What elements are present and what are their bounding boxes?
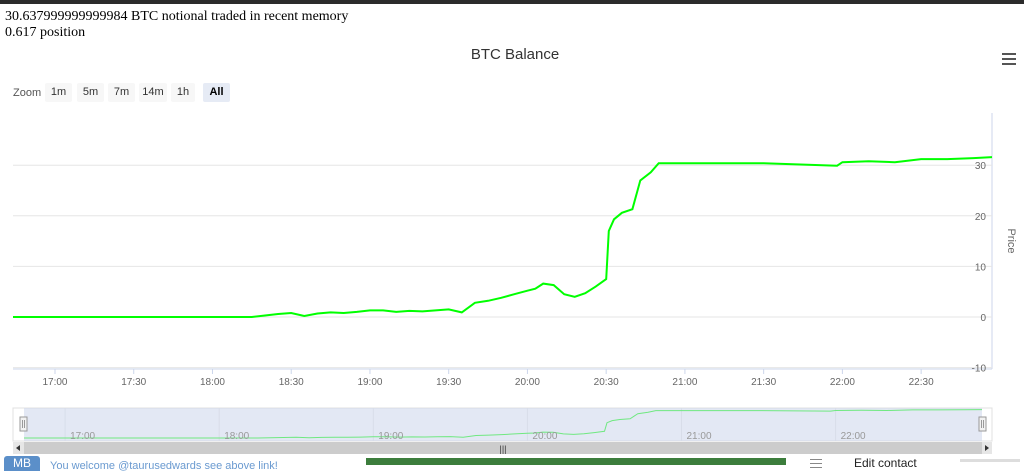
navigator-handle-right[interactable] xyxy=(978,416,987,432)
navigator-selection[interactable] xyxy=(24,408,982,441)
navigator-tick-label: 20:00 xyxy=(532,431,557,442)
x-tick-label: 22:30 xyxy=(909,377,934,388)
x-tick-label: 18:30 xyxy=(279,377,304,388)
x-tick-label: 20:30 xyxy=(594,377,619,388)
zoom-button-all[interactable]: All xyxy=(203,83,230,102)
scrollbar-thumb[interactable] xyxy=(24,442,982,454)
footer-status-bar xyxy=(960,459,1020,462)
zoom-button-1h[interactable]: 1h xyxy=(171,83,195,102)
scrollbar-left-arrow[interactable] xyxy=(13,442,24,454)
x-tick-label: 21:00 xyxy=(672,377,697,388)
avatar[interactable]: MB xyxy=(4,456,40,471)
window-top-bar xyxy=(0,0,1024,4)
x-tick-label: 21:30 xyxy=(751,377,776,388)
x-tick-label: 18:00 xyxy=(200,377,225,388)
x-tick-label: 17:00 xyxy=(42,377,67,388)
zoom-button-7m[interactable]: 7m xyxy=(108,83,135,102)
y-tick-label: -10 xyxy=(972,364,987,375)
y-tick-labels: -10 0 10 20 30 xyxy=(972,161,987,374)
x-tick-label: 17:30 xyxy=(121,377,146,388)
y-tick-label: 20 xyxy=(975,212,987,223)
y-tick-label: 0 xyxy=(980,313,986,324)
zoom-button-1m[interactable]: 1m xyxy=(45,83,72,102)
grid-lines xyxy=(13,164,992,369)
navigator-tick-label: 17:00 xyxy=(70,431,95,442)
navigator-tick-label: 22:00 xyxy=(841,431,866,442)
navigator-tick-label: 18:00 xyxy=(224,431,249,442)
x-tick-label: 20:00 xyxy=(515,377,540,388)
navigator-tick-label: 21:00 xyxy=(687,431,712,442)
position-text: 0.617 position xyxy=(5,25,86,40)
series-line-btc-balance xyxy=(13,156,993,318)
x-tick-label: 19:00 xyxy=(357,377,382,388)
chat-message-preview[interactable]: You welcome @taurusedwards see above lin… xyxy=(50,460,278,471)
chat-footer: MB You welcome @taurusedwards see above … xyxy=(0,455,1024,471)
navigator-tick-label: 19:00 xyxy=(378,431,403,442)
chart-menu-icon[interactable] xyxy=(1002,53,1016,65)
scrollbar-grip: ||| xyxy=(499,444,506,454)
zoom-button-5m[interactable]: 5m xyxy=(77,83,104,102)
y-axis-title: Price xyxy=(1005,228,1017,253)
chart-title: BTC Balance xyxy=(471,46,559,63)
x-tick-label: 19:30 xyxy=(436,377,461,388)
list-icon[interactable] xyxy=(810,459,822,469)
scrollbar-right-arrow[interactable] xyxy=(982,442,992,454)
navigator-tick-labels: 17:00 18:00 19:00 20:00 21:00 22:00 xyxy=(70,431,866,442)
x-tick-labels: 17:00 17:30 18:00 18:30 19:00 19:30 20:00 20:30… xyxy=(42,369,934,388)
y-tick-label: 30 xyxy=(975,161,987,172)
footer-green-band xyxy=(366,458,786,465)
navigator-handle-left[interactable] xyxy=(19,416,28,432)
y-tick-label: 10 xyxy=(975,262,987,273)
x-tick-label: 22:00 xyxy=(830,377,855,388)
edit-contact-link[interactable]: Edit contact xyxy=(854,456,917,470)
notional-traded-text: 30.637999999999984 BTC notional traded i… xyxy=(5,9,349,24)
zoom-button-14m[interactable]: 14m xyxy=(139,83,167,102)
zoom-label: Zoom xyxy=(13,87,42,99)
